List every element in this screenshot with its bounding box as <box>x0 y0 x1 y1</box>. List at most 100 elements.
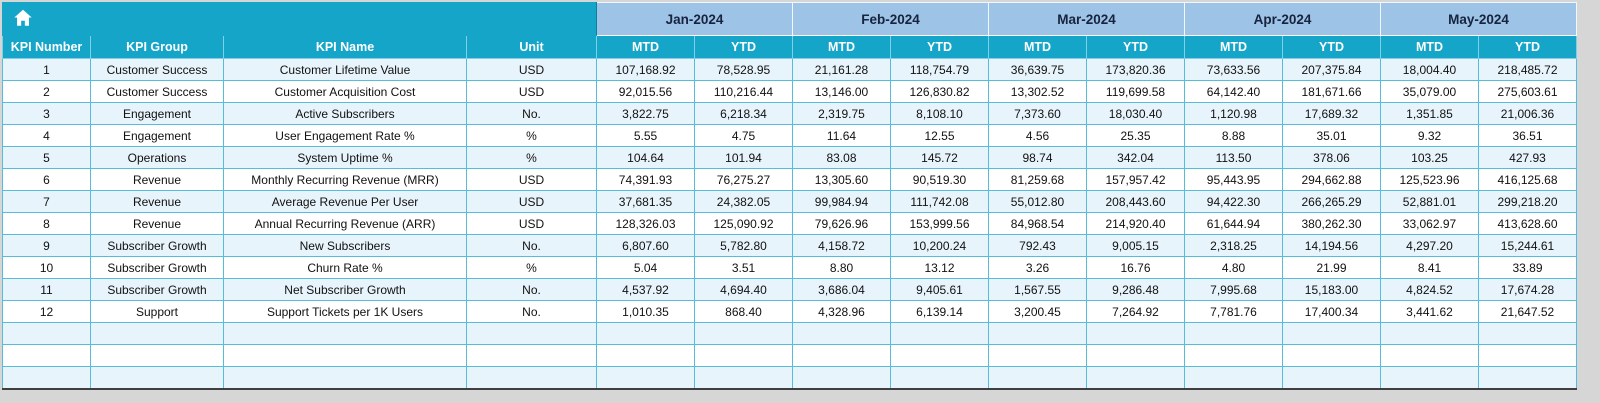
value-cell[interactable]: 3,441.62 <box>1380 300 1479 323</box>
kpi-name-header[interactable]: KPI Name <box>223 35 467 59</box>
empty-cell[interactable] <box>1478 344 1577 367</box>
empty-cell[interactable] <box>1184 322 1283 345</box>
value-cell[interactable]: 4.80 <box>1184 256 1283 279</box>
value-cell[interactable]: 4,537.92 <box>596 278 695 301</box>
empty-cell[interactable] <box>90 322 224 345</box>
value-cell[interactable]: 214,920.40 <box>1086 212 1185 235</box>
kpi-name-cell[interactable]: Annual Recurring Revenue (ARR) <box>223 212 467 235</box>
value-cell[interactable]: 380,262.30 <box>1282 212 1381 235</box>
value-cell[interactable]: 18,004.40 <box>1380 58 1479 81</box>
value-cell[interactable]: 10,200.24 <box>890 234 989 257</box>
kpi-name-cell[interactable]: Support Tickets per 1K Users <box>223 300 467 323</box>
value-cell[interactable]: 8,108.10 <box>890 102 989 125</box>
kpi-name-cell[interactable]: Active Subscribers <box>223 102 467 125</box>
month-header[interactable]: Jan-2024 <box>596 2 793 36</box>
value-cell[interactable]: 21.99 <box>1282 256 1381 279</box>
value-cell[interactable]: 218,485.72 <box>1478 58 1577 81</box>
empty-cell[interactable] <box>694 366 793 389</box>
kpi-number-cell[interactable]: 2 <box>2 80 91 103</box>
value-cell[interactable]: 25.35 <box>1086 124 1185 147</box>
value-cell[interactable]: 113.50 <box>1184 146 1283 169</box>
home-icon[interactable] <box>11 6 35 30</box>
value-cell[interactable]: 15,244.61 <box>1478 234 1577 257</box>
value-cell[interactable]: 294,662.88 <box>1282 168 1381 191</box>
value-cell[interactable]: 275,603.61 <box>1478 80 1577 103</box>
value-cell[interactable]: 33.89 <box>1478 256 1577 279</box>
value-cell[interactable]: 18,030.40 <box>1086 102 1185 125</box>
value-cell[interactable]: 37,681.35 <box>596 190 695 213</box>
kpi-number-cell[interactable]: 10 <box>2 256 91 279</box>
kpi-number-cell[interactable]: 5 <box>2 146 91 169</box>
kpi-number-cell[interactable]: 9 <box>2 234 91 257</box>
value-cell[interactable]: 111,742.08 <box>890 190 989 213</box>
empty-cell[interactable] <box>694 344 793 367</box>
empty-cell[interactable] <box>466 366 597 389</box>
value-cell[interactable]: 2,318.25 <box>1184 234 1283 257</box>
empty-cell[interactable] <box>2 344 91 367</box>
kpi-group-cell[interactable]: Subscriber Growth <box>90 234 224 257</box>
value-cell[interactable]: 208,443.60 <box>1086 190 1185 213</box>
value-cell[interactable]: 128,326.03 <box>596 212 695 235</box>
empty-cell[interactable] <box>988 322 1087 345</box>
kpi-number-cell[interactable]: 1 <box>2 58 91 81</box>
empty-cell[interactable] <box>890 366 989 389</box>
value-cell[interactable]: 1,567.55 <box>988 278 1087 301</box>
kpi-group-cell[interactable]: Customer Success <box>90 80 224 103</box>
value-cell[interactable]: 107,168.92 <box>596 58 695 81</box>
empty-cell[interactable] <box>596 366 695 389</box>
empty-cell[interactable] <box>988 366 1087 389</box>
value-cell[interactable]: 13,146.00 <box>792 80 891 103</box>
empty-cell[interactable] <box>1282 322 1381 345</box>
value-cell[interactable]: 24,382.05 <box>694 190 793 213</box>
value-cell[interactable]: 6,807.60 <box>596 234 695 257</box>
kpi-name-cell[interactable]: Customer Lifetime Value <box>223 58 467 81</box>
value-cell[interactable]: 7,781.76 <box>1184 300 1283 323</box>
value-cell[interactable]: 101.94 <box>694 146 793 169</box>
kpi-group-cell[interactable]: Support <box>90 300 224 323</box>
value-cell[interactable]: 5,782.80 <box>694 234 793 257</box>
ytd-header[interactable]: YTD <box>694 35 793 59</box>
value-cell[interactable]: 207,375.84 <box>1282 58 1381 81</box>
unit-cell[interactable]: USD <box>466 58 597 81</box>
value-cell[interactable]: 9,005.15 <box>1086 234 1185 257</box>
unit-header[interactable]: Unit <box>466 35 597 59</box>
value-cell[interactable]: 4,824.52 <box>1380 278 1479 301</box>
empty-cell[interactable] <box>1380 322 1479 345</box>
kpi-group-cell[interactable]: Operations <box>90 146 224 169</box>
value-cell[interactable]: 7,995.68 <box>1184 278 1283 301</box>
empty-cell[interactable] <box>890 344 989 367</box>
empty-cell[interactable] <box>466 322 597 345</box>
kpi-name-cell[interactable]: Monthly Recurring Revenue (MRR) <box>223 168 467 191</box>
kpi-number-cell[interactable]: 8 <box>2 212 91 235</box>
value-cell[interactable]: 145.72 <box>890 146 989 169</box>
value-cell[interactable]: 79,626.96 <box>792 212 891 235</box>
value-cell[interactable]: 299,218.20 <box>1478 190 1577 213</box>
value-cell[interactable]: 6,218.34 <box>694 102 793 125</box>
empty-cell[interactable] <box>1380 344 1479 367</box>
value-cell[interactable]: 2,319.75 <box>792 102 891 125</box>
value-cell[interactable]: 35,079.00 <box>1380 80 1479 103</box>
empty-cell[interactable] <box>890 322 989 345</box>
empty-cell[interactable] <box>2 322 91 345</box>
value-cell[interactable]: 33,062.97 <box>1380 212 1479 235</box>
kpi-group-cell[interactable]: Customer Success <box>90 58 224 81</box>
mtd-header[interactable]: MTD <box>1184 35 1283 59</box>
kpi-group-cell[interactable]: Engagement <box>90 102 224 125</box>
value-cell[interactable]: 3,686.04 <box>792 278 891 301</box>
value-cell[interactable]: 173,820.36 <box>1086 58 1185 81</box>
value-cell[interactable]: 118,754.79 <box>890 58 989 81</box>
value-cell[interactable]: 266,265.29 <box>1282 190 1381 213</box>
unit-cell[interactable]: USD <box>466 168 597 191</box>
unit-cell[interactable]: USD <box>466 212 597 235</box>
empty-cell[interactable] <box>596 322 695 345</box>
kpi-group-cell[interactable]: Subscriber Growth <box>90 256 224 279</box>
empty-cell[interactable] <box>2 366 91 389</box>
value-cell[interactable]: 13,305.60 <box>792 168 891 191</box>
value-cell[interactable]: 61,644.94 <box>1184 212 1283 235</box>
value-cell[interactable]: 5.04 <box>596 256 695 279</box>
value-cell[interactable]: 21,006.36 <box>1478 102 1577 125</box>
month-header[interactable]: May-2024 <box>1380 2 1577 36</box>
value-cell[interactable]: 17,400.34 <box>1282 300 1381 323</box>
month-header[interactable]: Mar-2024 <box>988 2 1185 36</box>
value-cell[interactable]: 90,519.30 <box>890 168 989 191</box>
